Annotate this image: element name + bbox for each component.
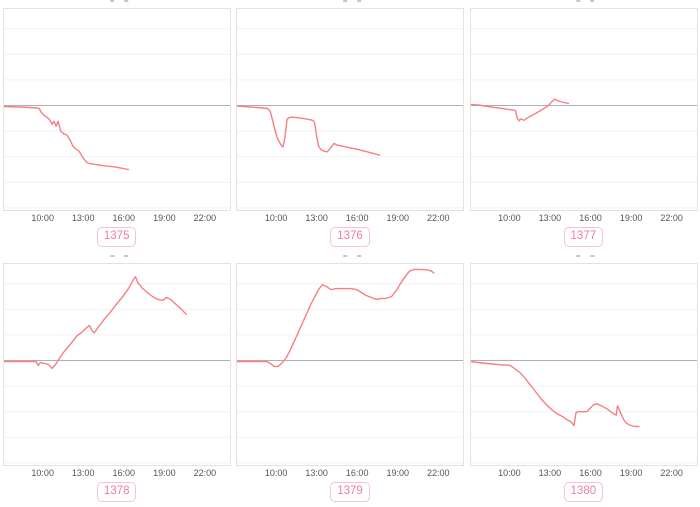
chart-panel-1379: 10:00 13:00 16:00 19:00 22:00 1379: [233, 255, 466, 507]
chart-id-badge[interactable]: 1376: [330, 227, 370, 247]
sparkline-chart: [469, 263, 698, 466]
x-tick-label: 16:00: [112, 213, 136, 223]
x-tick-label: 19:00: [153, 213, 176, 223]
cropped-chart-title: [338, 0, 366, 3]
badge-row: 1380: [467, 481, 700, 502]
x-tick-label: 16:00: [579, 213, 602, 223]
x-tick-label: 19:00: [153, 468, 176, 478]
x-tick-label: 10:00: [31, 213, 54, 223]
x-tick-label: 22:00: [660, 213, 683, 223]
sparkline-chart: [3, 263, 231, 466]
x-tick-label: 22:00: [427, 468, 450, 478]
chart-panel-1376: 10:00 13:00 16:00 19:00 22:00 1376: [233, 0, 466, 255]
chart-panel-1378: 10:00 13:00 16:00 19:00 22:00 1378: [0, 255, 233, 507]
x-tick-label: 16:00: [345, 468, 369, 478]
sparkline-chart: [236, 263, 465, 466]
badge-row: 1376: [233, 226, 466, 247]
sparkline-chart: [469, 8, 698, 211]
chart-id-badge[interactable]: 1377: [563, 227, 604, 247]
cropped-chart-title: [572, 255, 600, 258]
x-tick-label: 16:00: [345, 213, 369, 223]
x-tick-label: 13:00: [538, 468, 562, 478]
x-tick-label: 10:00: [498, 213, 521, 223]
chart-id-badge[interactable]: 1379: [330, 482, 370, 502]
chart-id-badge[interactable]: 1380: [563, 482, 604, 502]
x-tick-label: 13:00: [305, 468, 328, 478]
chart-panel-1377: 10:00 13:00 16:00 19:00 22:00 1377: [467, 0, 700, 255]
badge-row: 1379: [233, 481, 466, 502]
x-axis: 10:00 13:00 16:00 19:00 22:00: [3, 468, 231, 480]
x-axis: 10:00 13:00 16:00 19:00 22:00: [470, 213, 698, 225]
x-tick-label: 16:00: [112, 468, 136, 478]
x-tick-label: 10:00: [264, 468, 288, 478]
cropped-chart-title: [338, 255, 366, 258]
x-tick-label: 22:00: [193, 213, 217, 223]
x-axis: 10:00 13:00 16:00 19:00 22:00: [236, 213, 464, 225]
sparkline-chart: [236, 8, 465, 211]
x-tick-label: 13:00: [305, 213, 328, 223]
chart-panel-1375: 10:00 13:00 16:00 19:00 22:00 1375: [0, 0, 233, 255]
x-axis: 10:00 13:00 16:00 19:00 22:00: [470, 468, 698, 480]
sparkline-chart: [3, 8, 231, 211]
badge-row: 1375: [0, 226, 233, 247]
x-axis: 10:00 13:00 16:00 19:00 22:00: [3, 213, 231, 225]
cropped-chart-title: [105, 255, 133, 258]
badge-row: 1377: [467, 226, 700, 247]
x-tick-label: 16:00: [579, 468, 602, 478]
cropped-chart-title: [105, 0, 133, 3]
x-tick-label: 13:00: [71, 468, 95, 478]
x-tick-label: 10:00: [31, 468, 54, 478]
cropped-chart-title: [572, 0, 600, 3]
x-tick-label: 19:00: [386, 468, 410, 478]
x-axis: 10:00 13:00 16:00 19:00 22:00: [236, 468, 464, 480]
x-tick-label: 10:00: [264, 213, 288, 223]
x-tick-label: 19:00: [619, 468, 643, 478]
chart-panel-1380: 10:00 13:00 16:00 19:00 22:00 1380: [467, 255, 700, 507]
chart-id-badge[interactable]: 1375: [96, 227, 137, 247]
x-tick-label: 22:00: [660, 468, 683, 478]
x-tick-label: 22:00: [427, 213, 450, 223]
x-tick-label: 22:00: [193, 468, 217, 478]
x-tick-label: 19:00: [619, 213, 643, 223]
chart-id-badge[interactable]: 1378: [96, 482, 137, 502]
x-tick-label: 13:00: [538, 213, 562, 223]
badge-row: 1378: [0, 481, 233, 502]
x-tick-label: 19:00: [386, 213, 410, 223]
x-tick-label: 10:00: [498, 468, 521, 478]
x-tick-label: 13:00: [71, 213, 95, 223]
